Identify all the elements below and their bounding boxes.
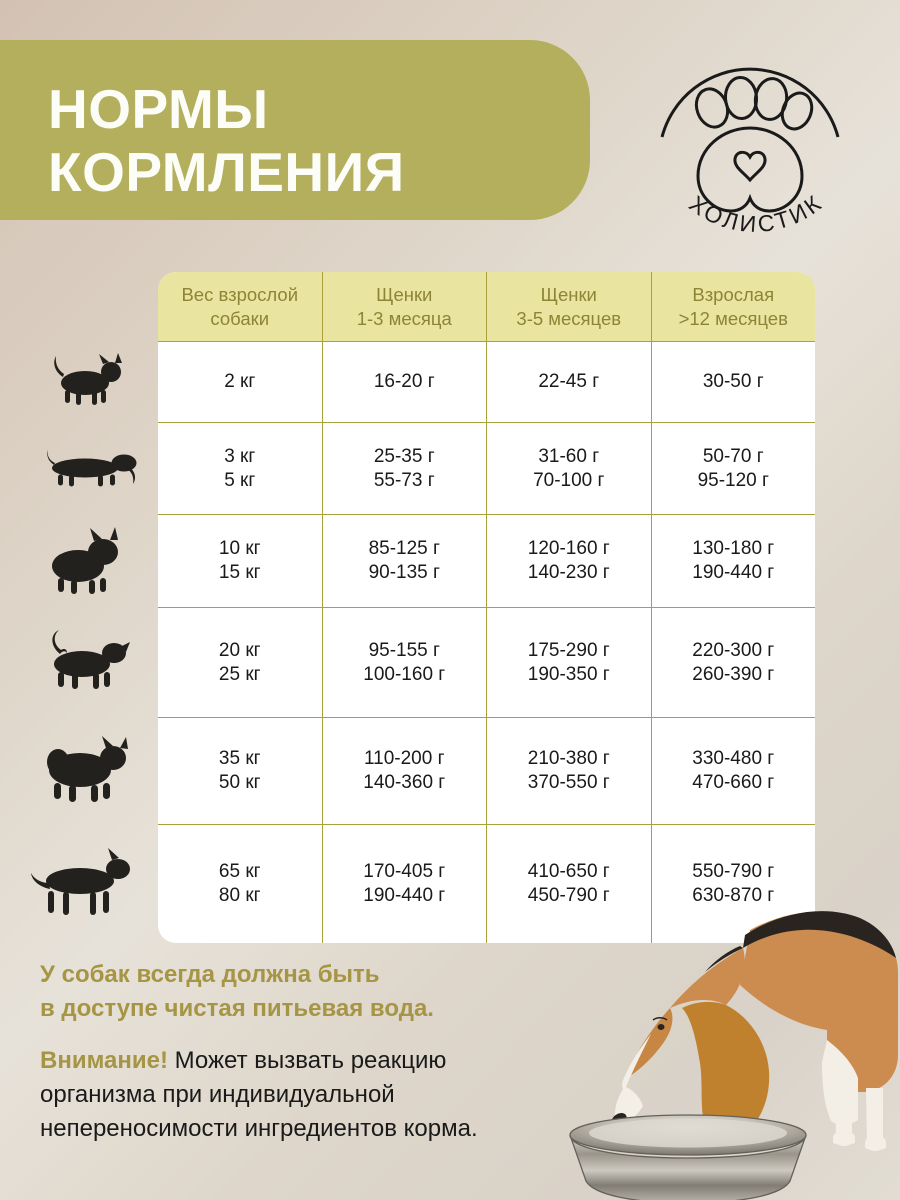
svg-text:ХОЛИСТИК: ХОЛИСТИК: [685, 190, 826, 237]
